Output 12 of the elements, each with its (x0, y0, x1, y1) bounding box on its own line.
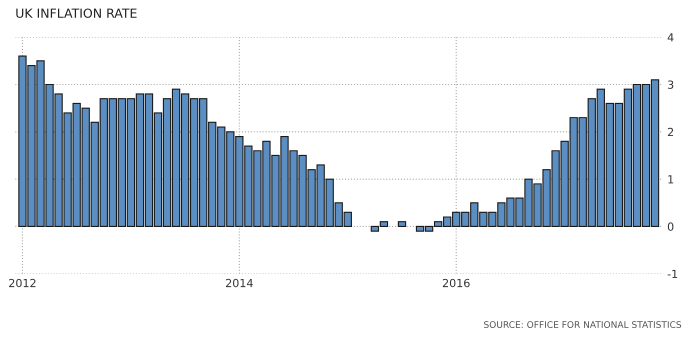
bar (398, 221, 406, 228)
y-tick-label: 1 (668, 175, 674, 184)
y-tick-label: 0 (668, 222, 674, 231)
x-tick-label: 2016 (442, 278, 470, 288)
y-tick-label: 4 (668, 33, 674, 42)
y-tick-label: -1 (668, 270, 678, 278)
y-tick-label: 2 (668, 128, 674, 136)
x-tick-label: 2012 (9, 278, 36, 288)
source-note: SOURCE: OFFICE FOR NATIONAL STATISTICS (484, 321, 682, 328)
chart-title: UK INFLATION RATE (16, 8, 137, 18)
x-tick-label: 2014 (226, 278, 253, 288)
y-tick-label: 3 (668, 80, 674, 89)
